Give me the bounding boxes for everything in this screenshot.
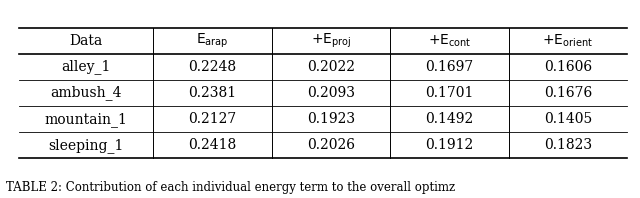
Text: 0.2093: 0.2093 [307, 86, 355, 100]
Text: Data: Data [70, 34, 102, 48]
Text: 0.1697: 0.1697 [425, 60, 474, 74]
Text: 0.1923: 0.1923 [307, 112, 355, 126]
Text: $+\mathrm{E_{cont}}$: $+\mathrm{E_{cont}}$ [428, 33, 471, 49]
Text: TABLE 2: Contribution of each individual energy term to the overall optimz: TABLE 2: Contribution of each individual… [6, 181, 456, 194]
Text: alley_1: alley_1 [61, 59, 111, 74]
Text: 0.1912: 0.1912 [425, 138, 474, 152]
Text: $+\mathrm{E_{proj}}$: $+\mathrm{E_{proj}}$ [310, 32, 351, 50]
Text: 0.1676: 0.1676 [544, 86, 592, 100]
Text: $+\mathrm{E_{orient}}$: $+\mathrm{E_{orient}}$ [543, 33, 593, 49]
Text: mountain_1: mountain_1 [45, 112, 127, 127]
Text: 0.2418: 0.2418 [188, 138, 236, 152]
Text: 0.2026: 0.2026 [307, 138, 355, 152]
Text: 0.1405: 0.1405 [544, 112, 592, 126]
Text: 0.2381: 0.2381 [188, 86, 236, 100]
Text: sleeping_1: sleeping_1 [49, 138, 124, 153]
Text: 0.2022: 0.2022 [307, 60, 355, 74]
Text: 0.1492: 0.1492 [425, 112, 474, 126]
Text: $\mathrm{E_{arap}}$: $\mathrm{E_{arap}}$ [196, 32, 228, 50]
Text: 0.1823: 0.1823 [544, 138, 592, 152]
Text: 0.1606: 0.1606 [544, 60, 592, 74]
Text: 0.2248: 0.2248 [188, 60, 236, 74]
Text: ambush_4: ambush_4 [51, 86, 122, 101]
Text: 0.2127: 0.2127 [188, 112, 236, 126]
Text: 0.1701: 0.1701 [425, 86, 474, 100]
